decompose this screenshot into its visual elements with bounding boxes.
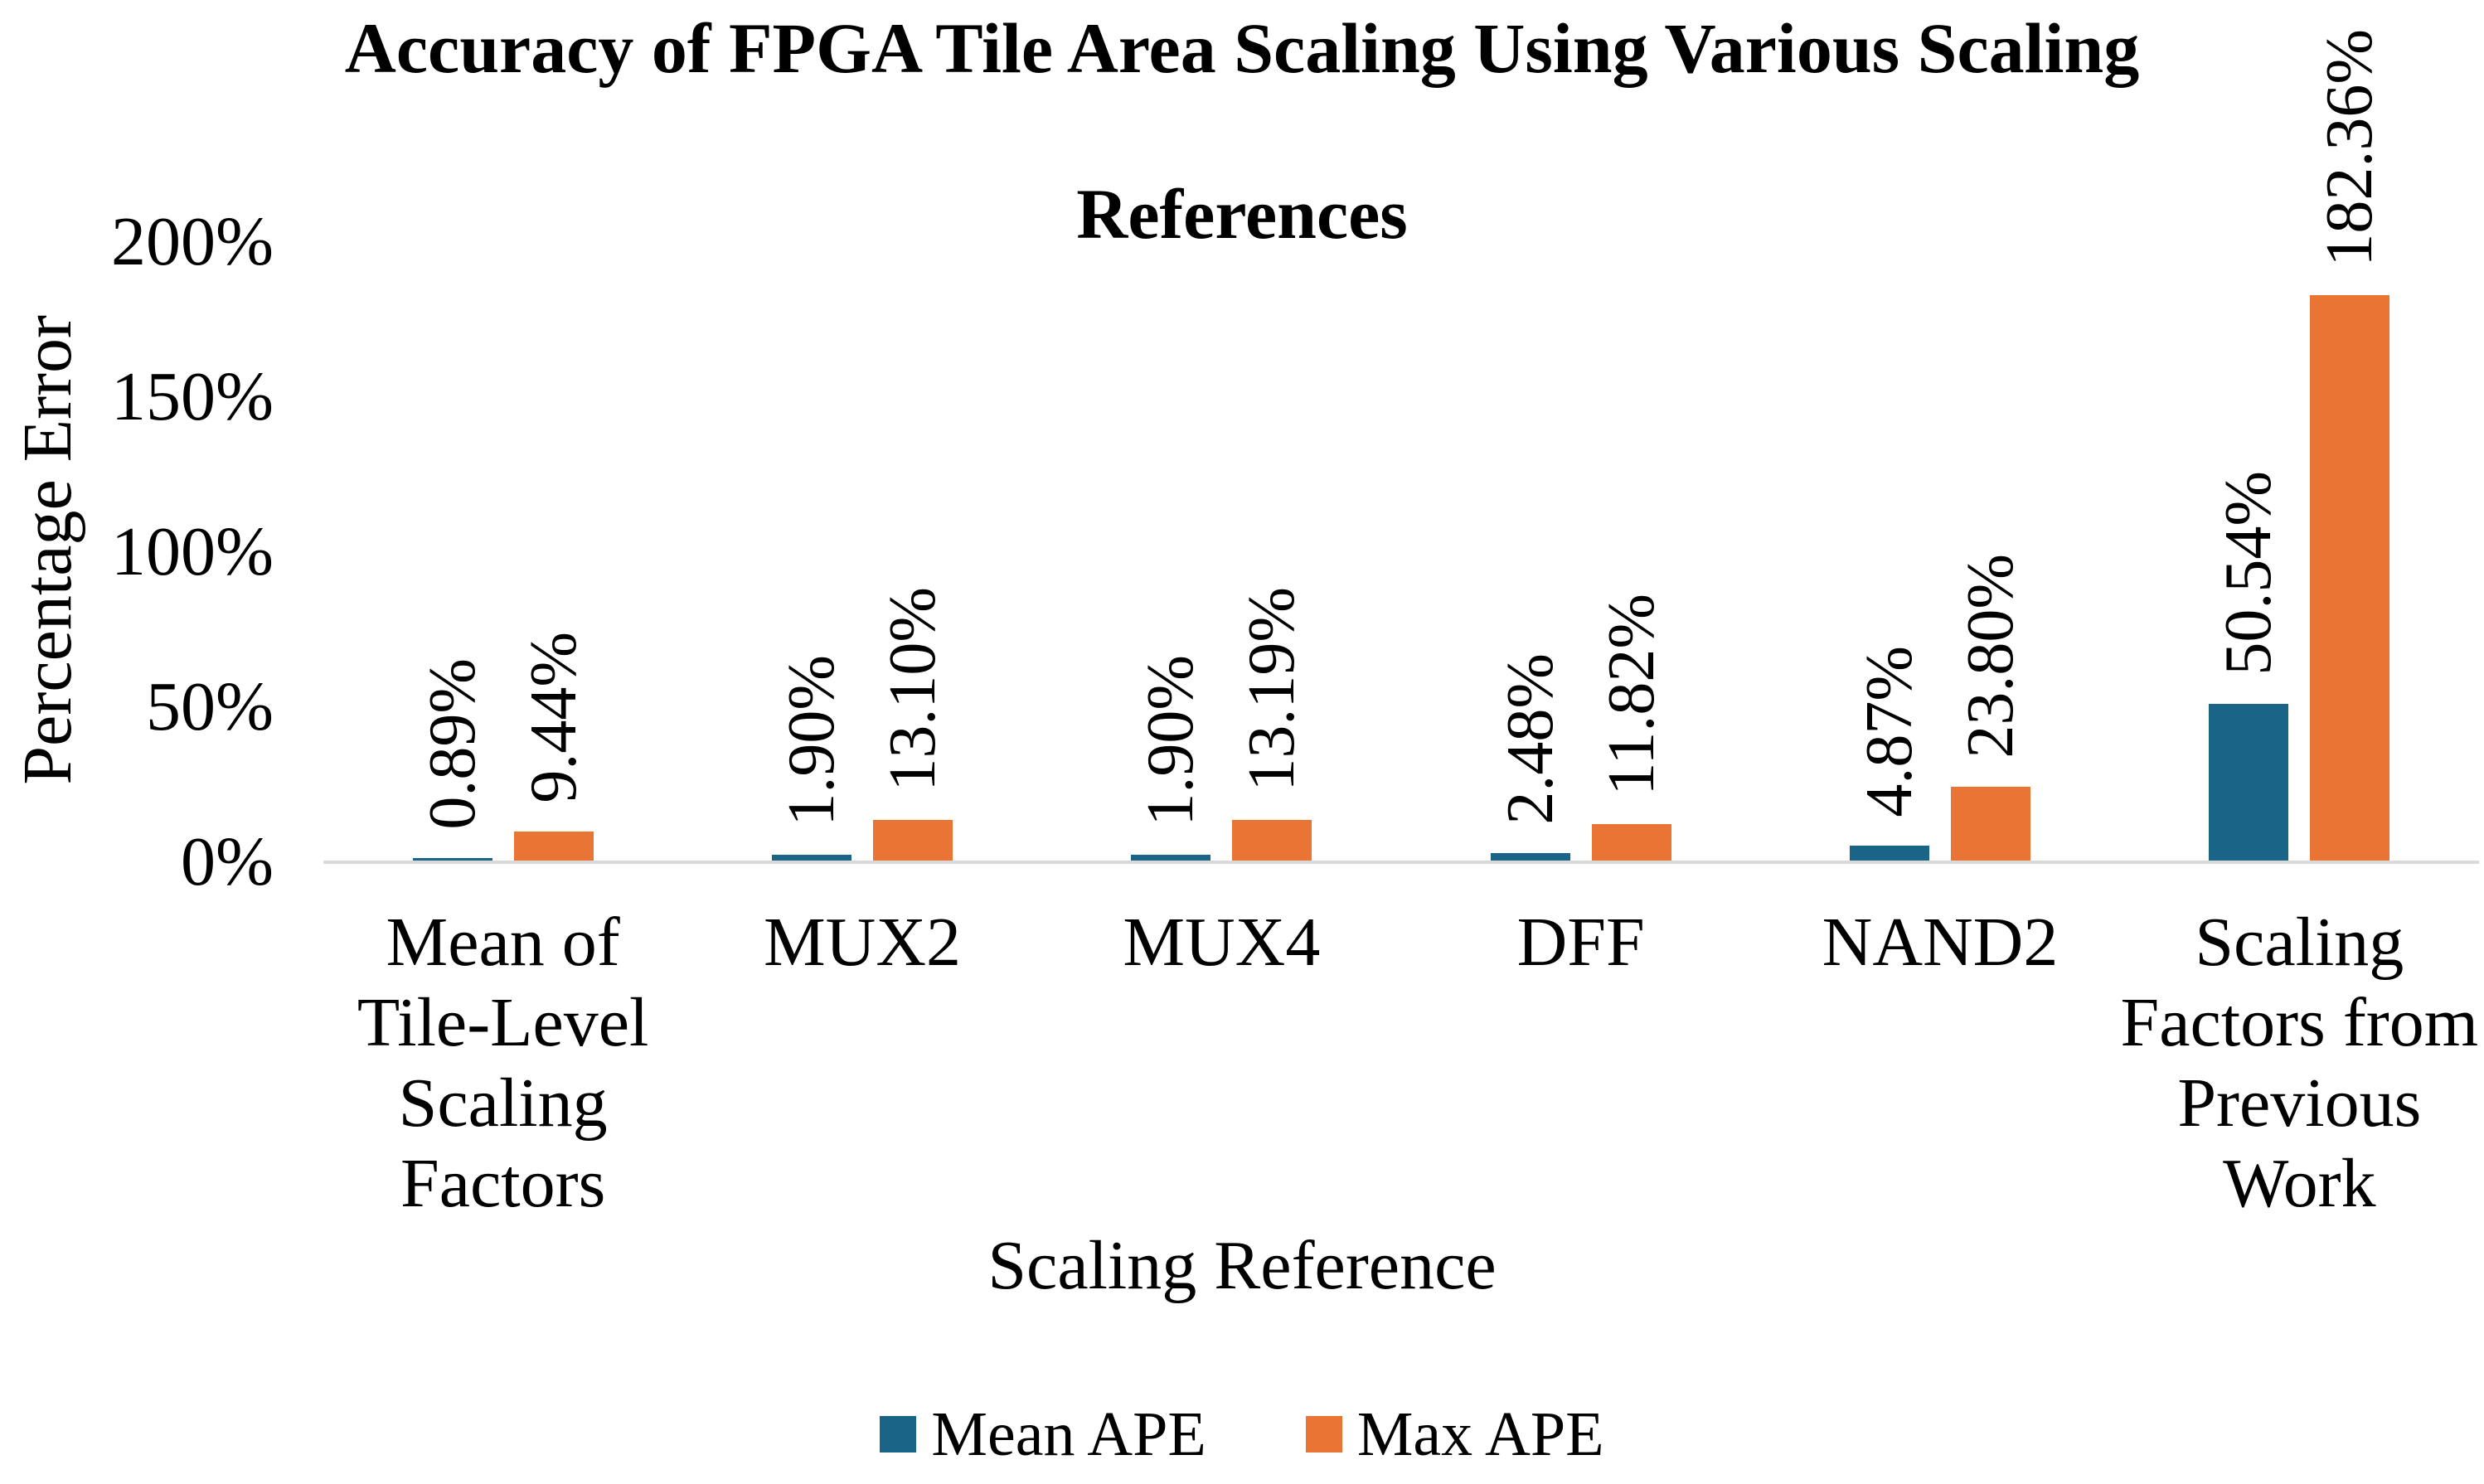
data-label-max-ape: 23.80% — [1954, 554, 2027, 759]
data-label-mean-ape: 0.89% — [415, 658, 489, 830]
bar-mean-ape — [1490, 852, 1570, 861]
data-label-max-ape: 13.19% — [1235, 587, 1309, 792]
chart-title-line1: Accuracy of FPGA Tile Area Scaling Using… — [344, 8, 2140, 88]
x-category-label: NAND2 — [1822, 904, 2059, 981]
bar-mean-ape — [412, 857, 492, 861]
x-category-label: MUX2 — [763, 904, 961, 981]
data-label-mean-ape: 4.87% — [1853, 646, 1926, 817]
y-tick-label: 50% — [146, 668, 274, 745]
bar-mean-ape — [1850, 845, 1929, 861]
x-category-label: DFF — [1516, 904, 1645, 981]
x-axis-title: Scaling Reference — [987, 1227, 1497, 1304]
y-tick-label: 0% — [181, 823, 274, 900]
x-category-label: MUX4 — [1123, 904, 1321, 981]
chart-title: Accuracy of FPGA Tile Area Scaling Using… — [0, 7, 2484, 255]
chart-title-line2: References — [1076, 174, 1408, 254]
bar-max-ape — [1951, 786, 2030, 861]
mean-ape-swatch-icon — [880, 1416, 917, 1452]
bar-max-ape — [1232, 819, 1312, 861]
bar-mean-ape — [2209, 703, 2289, 861]
legend-entry-mean-ape: Mean APE — [880, 1403, 1206, 1466]
bar-max-ape — [873, 820, 953, 861]
y-tick-label: 200% — [111, 203, 274, 280]
legend-label-max-ape: Max APE — [1356, 1399, 1604, 1469]
bar-max-ape — [2310, 294, 2390, 861]
data-label-max-ape: 9.44% — [517, 632, 590, 803]
data-label-max-ape: 11.82% — [1594, 594, 1668, 796]
legend-label-mean-ape: Mean APE — [931, 1399, 1206, 1469]
data-label-mean-ape: 1.90% — [775, 655, 848, 827]
data-label-max-ape: 13.10% — [876, 587, 949, 793]
data-label-mean-ape: 1.90% — [1134, 655, 1208, 827]
bar-max-ape — [513, 831, 594, 861]
data-label-mean-ape: 50.54% — [2212, 471, 2286, 676]
bar-max-ape — [1591, 823, 1671, 861]
x-axis-line — [323, 861, 2479, 864]
data-label-mean-ape: 2.48% — [1493, 653, 1567, 825]
y-tick-label: 150% — [111, 358, 274, 435]
bar-mean-ape — [1131, 854, 1211, 861]
y-tick-label: 100% — [111, 513, 274, 590]
data-label-max-ape: 182.36% — [2313, 29, 2387, 267]
max-ape-swatch-icon — [1305, 1416, 1342, 1452]
x-category-label: Mean of Tile-Level Scaling Factors — [357, 904, 649, 1222]
bar-mean-ape — [772, 854, 851, 861]
x-category-label: Scaling Factors from Previous Work — [2120, 904, 2479, 1222]
legend: Mean APE Max APE — [0, 1403, 2484, 1466]
legend-entry-max-ape: Max APE — [1305, 1399, 1604, 1469]
